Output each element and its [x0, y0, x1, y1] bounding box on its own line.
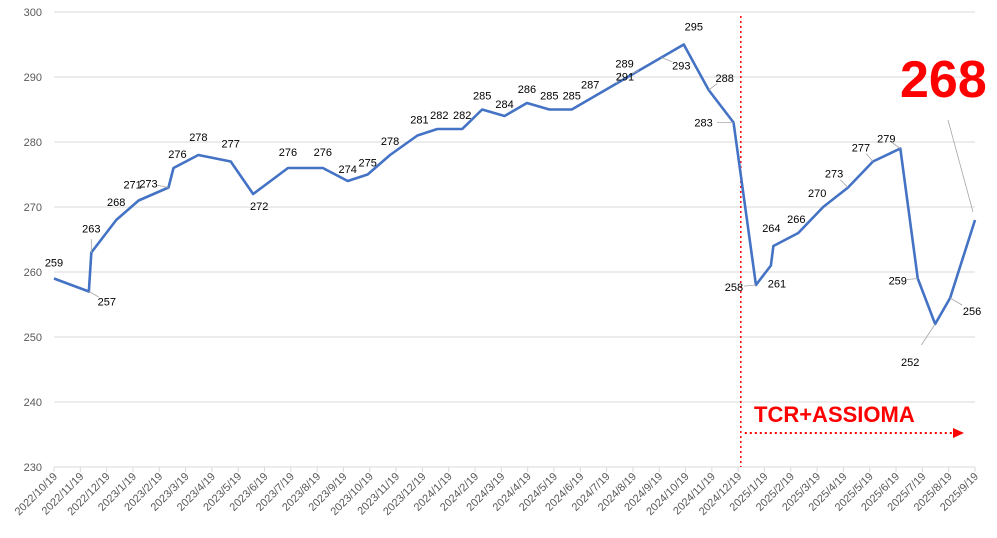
- leader-line: [892, 142, 901, 149]
- event-marker: [740, 16, 964, 467]
- leader-line: [840, 179, 849, 188]
- data-label: 293: [672, 61, 690, 73]
- data-label: 273: [139, 179, 157, 191]
- y-tick-label: 280: [24, 137, 42, 149]
- data-label: 259: [45, 258, 63, 270]
- y-tick-label: 270: [24, 202, 42, 214]
- data-label: 284: [495, 99, 513, 111]
- x-axis-tick-labels: 2022/10/192022/11/192022/12/192023/1/192…: [13, 471, 981, 518]
- leader-line: [708, 83, 718, 91]
- y-tick-label: 240: [24, 397, 42, 409]
- data-label: 276: [314, 147, 332, 159]
- data-label: 272: [250, 201, 268, 213]
- data-label: 266: [787, 214, 805, 226]
- data-label: 256: [963, 306, 981, 318]
- data-label: 283: [694, 118, 712, 130]
- callout-leader-line: [947, 119, 974, 213]
- event-arrowhead: [953, 428, 964, 438]
- data-label: 285: [563, 91, 581, 103]
- price-series: [53, 43, 977, 326]
- data-label: 295: [685, 22, 703, 34]
- data-label: 268: [107, 197, 125, 209]
- data-label: 282: [453, 110, 471, 122]
- data-label: 257: [98, 297, 116, 309]
- data-label: 270: [808, 188, 826, 200]
- y-axis-tick-labels: 230 240 250 260 270 280 290 300: [24, 7, 42, 474]
- grid-lines: [53, 11, 976, 472]
- data-label: 279: [877, 134, 895, 146]
- data-label: 278: [381, 136, 399, 148]
- leader-line: [949, 297, 963, 306]
- leader-line: [743, 284, 756, 287]
- data-label: 273: [825, 169, 843, 181]
- event-label: TCR+ASSIOMA: [754, 402, 915, 427]
- data-label: 291: [616, 72, 634, 84]
- data-label: 276: [279, 147, 297, 159]
- data-label: 259: [889, 276, 907, 288]
- y-tick-label: 250: [24, 332, 42, 344]
- data-label: 264: [762, 223, 780, 235]
- leader-line: [906, 278, 918, 280]
- data-label: 288: [715, 73, 733, 85]
- data-label: 277: [852, 143, 870, 155]
- data-label: 276: [168, 149, 186, 161]
- y-tick-label: 300: [24, 7, 42, 19]
- data-label: 252: [901, 357, 919, 369]
- data-label: 289: [615, 59, 633, 71]
- data-label: 281: [410, 115, 428, 127]
- y-tick-label: 260: [24, 267, 42, 279]
- data-label: 261: [768, 279, 786, 291]
- series-line: [53, 43, 977, 326]
- data-label: 274: [339, 164, 357, 176]
- leader-line: [157, 184, 169, 188]
- data-label: 278: [189, 132, 207, 144]
- data-label: 277: [222, 139, 240, 151]
- data-label: 258: [725, 282, 743, 294]
- latest-value-callout: 268: [900, 51, 987, 109]
- leader-line: [616, 72, 622, 84]
- leader-line: [921, 323, 936, 346]
- leader-line: [661, 57, 673, 63]
- data-label: 275: [358, 158, 376, 170]
- data-label: 287: [581, 80, 599, 92]
- data-label: 285: [473, 91, 491, 103]
- data-label: 285: [540, 91, 558, 103]
- data-label: 282: [430, 110, 448, 122]
- y-tick-label: 230: [24, 462, 42, 474]
- data-label: 271: [123, 180, 141, 192]
- leader-line: [631, 70, 640, 75]
- data-label: 286: [518, 84, 536, 96]
- leader-line: [88, 291, 99, 298]
- y-tick-label: 290: [24, 72, 42, 84]
- data-label: 263: [82, 224, 100, 236]
- leader-line: [866, 153, 874, 162]
